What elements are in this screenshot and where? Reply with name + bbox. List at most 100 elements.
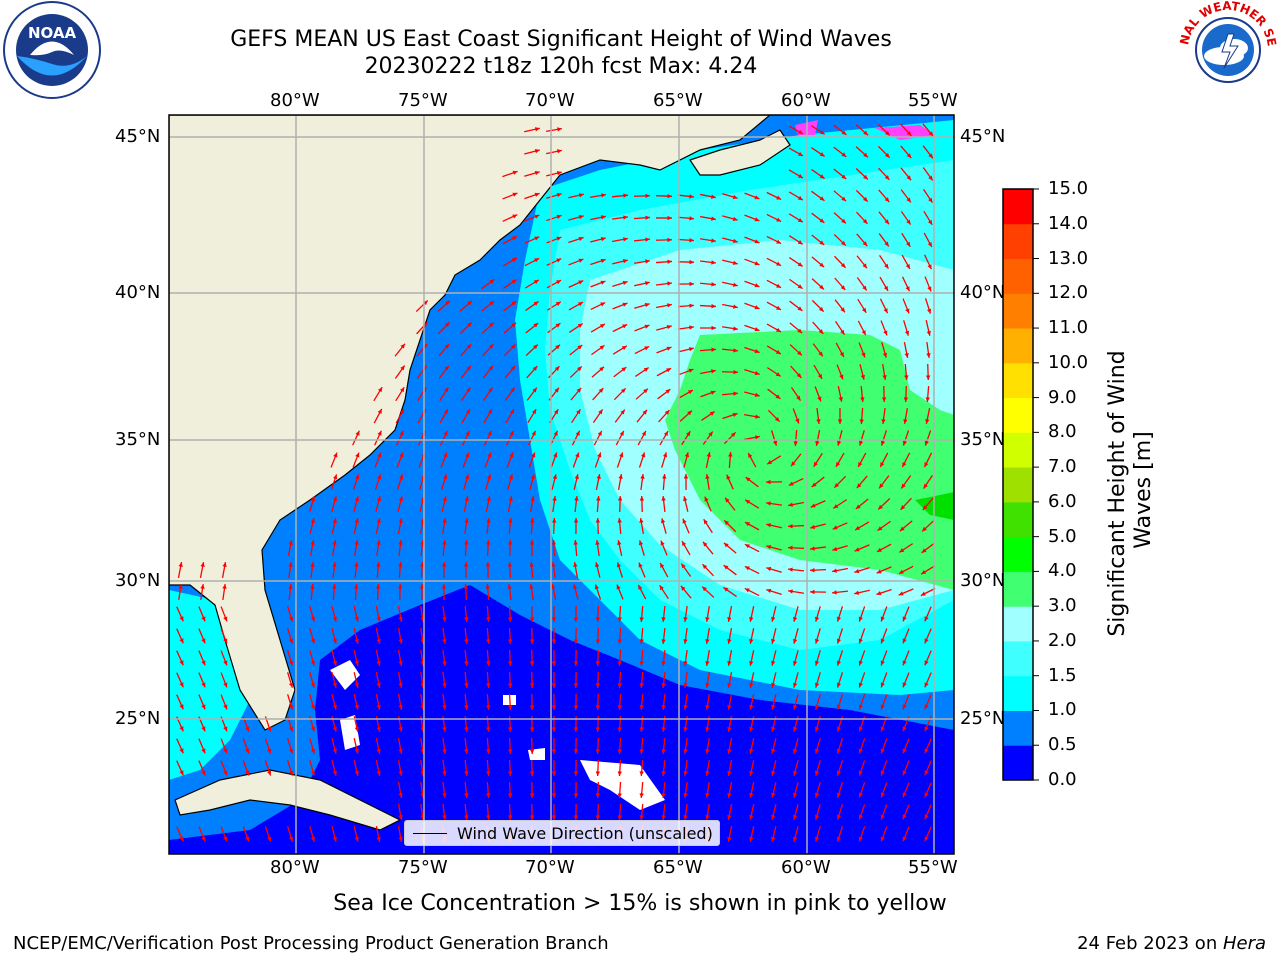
wind-wave-arrow-head — [578, 193, 584, 198]
wind-wave-arrow-head — [463, 584, 468, 589]
wind-wave-arrow-head — [641, 452, 646, 458]
wind-wave-arrow-head — [577, 345, 583, 350]
colorbar-segment — [1003, 501, 1033, 538]
wind-wave-arrow-head — [905, 286, 910, 292]
wind-wave-arrow-head — [442, 727, 447, 732]
wind-wave-arrow-head — [639, 705, 644, 710]
colorbar-tick-label: 5.0 — [1048, 525, 1077, 547]
wind-wave-arrow-head — [749, 638, 754, 644]
wind-wave-arrow-head — [856, 483, 862, 489]
wind-wave-arrow-head — [924, 616, 929, 622]
wind-wave-arrow-head — [883, 285, 889, 291]
wind-wave-arrow-head — [776, 283, 782, 288]
wind-wave-arrow-head — [595, 815, 601, 820]
wind-wave-arrow-head — [661, 661, 666, 666]
wind-wave-arrow-head — [442, 518, 447, 523]
wind-wave-arrow-head — [511, 279, 517, 284]
wind-wave-arrow-head — [598, 409, 603, 415]
wind-wave-arrow-head — [508, 705, 513, 710]
wind-wave-arrow-head — [644, 324, 650, 329]
wind-wave-arrow-head — [486, 639, 491, 644]
wind-wave-arrow-head — [444, 343, 450, 349]
wind-wave-arrow-head — [839, 352, 844, 358]
wind-wave-arrow-head — [749, 792, 754, 798]
wind-wave-arrow-head — [467, 300, 473, 306]
wind-wave-arrow-head — [398, 771, 403, 776]
land-cuba — [174, 769, 402, 831]
wind-wave-arrow-head — [398, 639, 403, 644]
wind-wave-arrow-head — [925, 418, 930, 424]
colorbar-segment — [1003, 258, 1033, 294]
island-hispaniola — [580, 760, 665, 810]
wind-wave-arrow-head — [288, 704, 294, 710]
wind-wave-arrow-head — [837, 440, 842, 446]
wind-wave-arrow-head — [400, 343, 405, 349]
wind-wave-arrow-head — [487, 452, 492, 458]
wind-wave-arrow-head — [600, 237, 606, 242]
wind-wave-arrow-head — [288, 584, 293, 589]
wind-wave-arrow-head — [399, 430, 404, 436]
wind-wave-arrow-head — [774, 416, 780, 422]
wind-wave-arrow-head — [534, 127, 540, 132]
colorbar-segment — [1003, 362, 1033, 399]
wind-wave-arrow-head — [705, 474, 710, 479]
wind-wave-arrow-head — [179, 638, 184, 644]
wind-wave-arrow-head — [377, 408, 382, 414]
wind-wave-arrow-head — [617, 793, 622, 798]
wind-wave-arrow-head — [682, 518, 687, 524]
colorbar-title-line2: Waves [m] — [1131, 431, 1156, 548]
wind-wave-arrow-head — [710, 390, 716, 395]
wind-wave-arrow-head — [332, 748, 337, 754]
wind-wave-arrow-head — [512, 214, 518, 219]
wind-wave-arrow-head — [727, 617, 732, 622]
wind-wave-arrow-head — [924, 836, 929, 842]
wind-wave-arrow-head — [511, 322, 517, 328]
wind-wave-arrow-head — [551, 639, 557, 644]
wind-wave-arrow-head — [486, 749, 491, 754]
wind-wave-arrow-head — [556, 280, 562, 285]
wind-wave-arrow-head — [376, 496, 381, 502]
wind-wave-arrow-head — [766, 588, 772, 594]
wind-wave-arrow-head — [616, 584, 621, 590]
map-subtitle: 20230222 t18z 120h fcst Max: 4.24 — [364, 54, 758, 79]
wind-wave-arrow-head — [876, 547, 882, 552]
wind-wave-arrow-head — [486, 727, 491, 732]
wind-wave-arrow-head — [771, 836, 776, 842]
wind-wave-arrow-head — [792, 836, 798, 842]
wind-wave-arrow-head — [443, 409, 448, 414]
wind-wave-arrow-head — [529, 639, 535, 644]
wind-wave-arrow-head — [683, 771, 688, 776]
wind-wave-arrow-head — [819, 240, 825, 245]
wind-wave-arrow-head — [744, 588, 750, 593]
wind-wave-arrow-head — [819, 174, 825, 179]
map-title: GEFS MEAN US East Coast Significant Heig… — [230, 27, 892, 52]
wind-wave-arrows — [176, 123, 936, 843]
wind-wave-arrow-head — [854, 590, 860, 595]
wind-wave-arrow-head — [332, 584, 337, 589]
wind-wave-arrow-head — [310, 638, 316, 644]
wind-wave-arrow-head — [771, 616, 776, 622]
wind-wave-arrow-head — [810, 589, 815, 595]
wind-wave-arrow-head — [881, 397, 887, 402]
wind-wave-arrow-head — [689, 259, 694, 265]
wind-wave-arrow-head — [792, 638, 798, 644]
wind-wave-arrow-head — [333, 452, 338, 458]
wind-wave-arrow-head — [617, 617, 622, 622]
wind-wave-arrow-head — [638, 562, 643, 568]
wind-wave-arrow-head — [622, 259, 628, 264]
wind-wave-arrow-head — [534, 170, 540, 176]
wind-wave-arrow-head — [792, 770, 798, 776]
wind-wave-arrow-head — [310, 682, 316, 688]
wind-wave-arrow-head — [464, 496, 469, 502]
wind-wave-arrow-head — [748, 452, 753, 458]
wind-wave-arrow-head — [597, 452, 602, 458]
wind-wave-arrow-head — [754, 283, 760, 288]
wind-wave-arrow-head — [749, 814, 754, 820]
wind-wave-arrow-head — [902, 682, 907, 688]
wind-wave-arrow-head — [705, 815, 710, 820]
wind-wave-arrow-head — [245, 836, 250, 842]
wind-wave-arrow-head — [880, 836, 885, 842]
wind-wave-arrow-head — [201, 770, 206, 776]
wind-wave-arrow-head — [595, 540, 600, 545]
wind-wave-arrow-head — [644, 302, 650, 308]
